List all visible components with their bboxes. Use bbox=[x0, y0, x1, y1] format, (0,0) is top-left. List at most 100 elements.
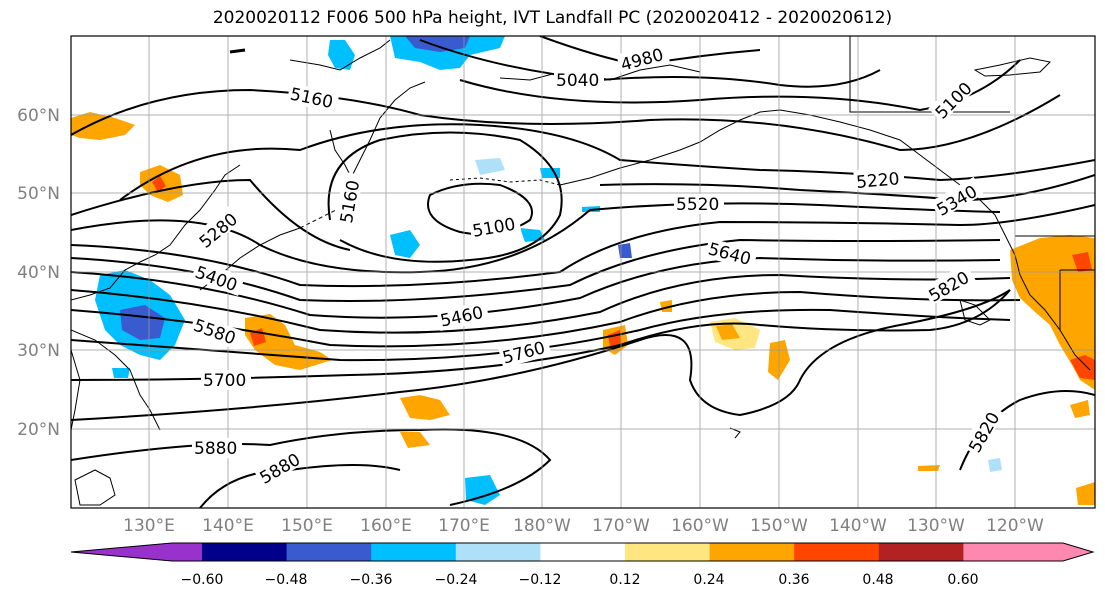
ivt-positive-shading bbox=[71, 112, 1095, 505]
colorbar-segment bbox=[286, 543, 372, 561]
asia-coast bbox=[71, 164, 241, 301]
contour-5760 bbox=[71, 289, 1011, 381]
ivt-positive-region bbox=[245, 314, 332, 370]
colorbar-segment bbox=[709, 543, 795, 561]
contour-5640 bbox=[71, 290, 1021, 348]
siberia-coast bbox=[289, 39, 391, 71]
ivt-positive-region bbox=[1070, 400, 1090, 418]
philippines bbox=[74, 469, 116, 506]
ivt-positive-core bbox=[1070, 355, 1095, 380]
colorbar-label: −0.24 bbox=[435, 572, 478, 588]
lat-label-20n: 20°N bbox=[17, 420, 60, 440]
ivt-positive-core bbox=[152, 176, 166, 192]
colorbar-segment bbox=[878, 543, 964, 561]
colorbar-segment bbox=[963, 543, 1093, 561]
contour-5100-low bbox=[427, 182, 533, 236]
contour-5700 bbox=[71, 308, 1011, 362]
ivt-negative-shading bbox=[95, 36, 1002, 505]
longitude-labels: 130°E 140°E 150°E 160°E 170°E 180°W 170°… bbox=[123, 516, 1044, 536]
canada-border bbox=[849, 36, 1010, 113]
alaska-south-coast bbox=[559, 109, 996, 216]
colorbar-label: 0.36 bbox=[778, 572, 809, 588]
ivt-negative-region bbox=[390, 230, 420, 258]
lon-label-170w: 170°W bbox=[592, 516, 650, 536]
lon-label-170e: 170°E bbox=[438, 516, 490, 536]
ivt-negative-region bbox=[328, 40, 355, 70]
small-island bbox=[229, 48, 246, 54]
contour-5220 bbox=[119, 123, 1095, 201]
map-title: 2020020112 F006 500 hPa height, IVT Land… bbox=[212, 8, 893, 28]
colorbar-segment bbox=[71, 543, 202, 561]
state-borders bbox=[1059, 269, 1095, 330]
title-container: 2020020112 F006 500 hPa height, IVT Land… bbox=[0, 0, 1105, 34]
graticule bbox=[71, 36, 1095, 508]
lon-label-150w: 150°W bbox=[750, 516, 808, 536]
ivt-positive-region bbox=[918, 465, 940, 471]
contour-label-5700: 5700 bbox=[203, 371, 246, 391]
ivt-weak-negative bbox=[988, 458, 1002, 472]
lon-label-140w: 140°W bbox=[829, 516, 887, 536]
lon-label-120w: 120°W bbox=[986, 516, 1044, 536]
contour-5040 bbox=[419, 39, 881, 88]
ivt-positive-region bbox=[400, 432, 430, 448]
ivt-negative-region bbox=[112, 368, 130, 378]
ivt-positive-region bbox=[71, 112, 135, 140]
colorbar-segment bbox=[455, 543, 541, 561]
colorbar-segments bbox=[70, 542, 1095, 562]
ivt-negative-core bbox=[618, 243, 632, 258]
ivt-negative-core bbox=[120, 305, 165, 340]
ivt-positive-core bbox=[1072, 252, 1092, 272]
ivt-positive-region bbox=[716, 324, 740, 340]
kamchatka-coast bbox=[349, 81, 426, 181]
arctic-island bbox=[973, 57, 1052, 77]
contour-5820 bbox=[71, 289, 1011, 421]
contour-5400 bbox=[71, 204, 1095, 288]
lon-label-130w: 130°W bbox=[907, 516, 965, 536]
contour-5160-low bbox=[327, 131, 563, 263]
colorbar-label: 0.48 bbox=[862, 572, 893, 588]
colorbar-segment bbox=[371, 543, 457, 561]
colorbar-label: −0.36 bbox=[350, 572, 393, 588]
colorbar-label: −0.12 bbox=[519, 572, 562, 588]
colorbar-label: 0.12 bbox=[609, 572, 640, 588]
height-contours bbox=[71, 36, 1095, 508]
ivt-positive-region bbox=[1010, 235, 1095, 390]
baja-california bbox=[959, 299, 991, 326]
map-frame bbox=[70, 35, 1096, 509]
latitude-labels: 60°N 50°N 40°N 30°N 20°N bbox=[17, 106, 60, 440]
map-panel: 4980 5040 5100 5160 5160 5100 5220 5340 … bbox=[70, 35, 1096, 509]
contour-label-5040: 5040 bbox=[556, 71, 599, 91]
colorbar-label: 0.24 bbox=[693, 572, 724, 588]
contour-5280-east bbox=[599, 174, 1095, 202]
contour-5280 bbox=[71, 178, 351, 251]
lon-label-130e: 130°E bbox=[123, 516, 175, 536]
ivt-positive-region bbox=[1076, 482, 1095, 505]
lon-label-160w: 160°W bbox=[671, 516, 729, 536]
asia-coast-south bbox=[71, 329, 161, 431]
lon-label-150e: 150°E bbox=[281, 516, 333, 536]
contour-labels: 4980 5040 5100 5160 5160 5100 5220 5340 … bbox=[189, 41, 1004, 489]
north-america-west-coast bbox=[994, 214, 1091, 371]
colorbar-label: −0.48 bbox=[265, 572, 308, 588]
colorbar-segment bbox=[625, 543, 711, 561]
lon-label-140e: 140°E bbox=[202, 516, 254, 536]
colorbar-segment bbox=[794, 543, 880, 561]
colorbar-label: −0.60 bbox=[181, 572, 224, 588]
lat-label-40n: 40°N bbox=[17, 263, 60, 283]
colorbar-segment bbox=[202, 543, 288, 561]
contour-5580 bbox=[71, 273, 1011, 334]
lat-label-60n: 60°N bbox=[17, 106, 60, 126]
lat-label-30n: 30°N bbox=[17, 341, 60, 361]
contour-label-5880-w: 5880 bbox=[194, 439, 237, 459]
colorbar-tick-labels: −0.60 −0.48 −0.36 −0.24 −0.12 0.12 0.24 … bbox=[181, 572, 979, 588]
ivt-weak-negative bbox=[475, 158, 505, 175]
colorbar-outline bbox=[70, 542, 1095, 562]
contour-label-5220: 5220 bbox=[855, 169, 900, 193]
colorbar-segment bbox=[540, 543, 626, 561]
colorbar-label: 0.60 bbox=[947, 572, 978, 588]
lon-label-160e: 160°E bbox=[360, 516, 412, 536]
contour-label-5520: 5520 bbox=[676, 195, 719, 215]
contour-5340 bbox=[71, 202, 1001, 274]
lon-label-180w: 180°W bbox=[513, 516, 571, 536]
